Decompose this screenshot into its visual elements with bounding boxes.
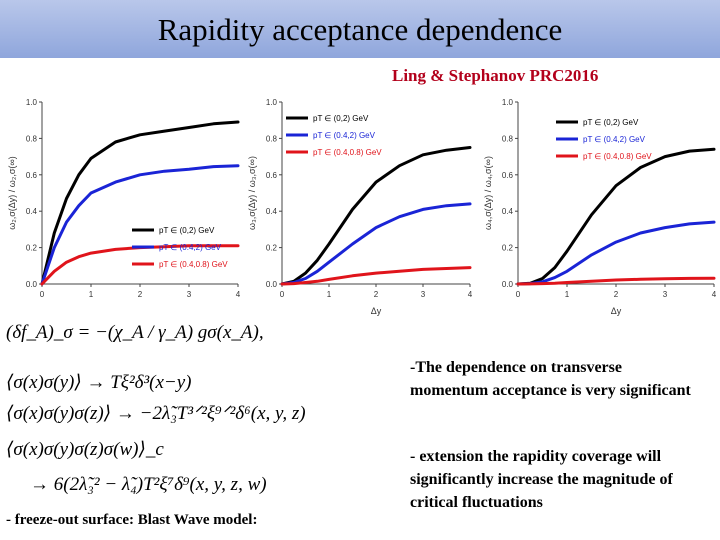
y-tick-label: 0.8 [502,134,514,143]
y-tick-label: 0.4 [266,207,278,216]
legend-entry: pT ∈ (0.4,2) GeV [159,243,222,252]
legend-entry: pT ∈ (0.4,0.8) GeV [159,260,228,269]
equation-two-point: ⟨σ(x)σ(y)⟩ → Tξ²δ³(x−y) [6,372,192,393]
chart-omega3: 0.0 0.2 0.4 0.6 0.8 1.0 0 1 2 3 4 ω₃,σ(Δy) / ω₃,σ(∞… [238,92,488,332]
y-tick-label: 1.0 [502,98,514,107]
x-tick-label: 0 [516,290,521,299]
legend-entry: pT ∈ (0,2) GeV [159,226,215,235]
chart-omega2: 0.0 0.2 0.4 0.6 0.8 1.0 0 1 2 3 4 ω₂,σ(Δy) / ω₂,σ(∞… [0,92,250,312]
x-tick-label: 1 [89,290,94,299]
y-tick-label: 0.2 [502,244,514,253]
footer-note: - freeze-out surface: Blast Wave model: [6,512,258,528]
legend-entry: pT ∈ (0.4,2) GeV [583,135,646,144]
x-tick-label: 1 [565,290,570,299]
x-tick-label: 4 [468,290,473,299]
y-tick-label: 0.6 [26,171,38,180]
note-momentum-acceptance: -The dependence on transverse momentum a… [410,359,691,399]
x-tick-label: 0 [280,290,285,299]
series-line [280,146,472,286]
series-line [280,202,472,286]
y-axis-label: ω₂,σ(Δy) / ω₂,σ(∞) [7,156,17,230]
legend-entry: pT ∈ (0,2) GeV [313,114,369,123]
y-axis-label: ω₃,σ(Δy) / ω₃,σ(∞) [247,156,257,230]
chart-omega3-svg: 0.0 0.2 0.4 0.6 0.8 1.0 0 1 2 3 4 ω₃,σ(Δy) / ω₃,σ(∞… [247,98,473,316]
legend-entry: pT ∈ (0.4,0.8) GeV [583,152,652,161]
y-tick-label: 0.6 [502,171,514,180]
series-line [40,164,240,286]
title-bar [0,0,720,58]
x-tick-label: 2 [374,290,379,299]
series-line [516,276,716,286]
equation-four-point: ⟨σ(x)σ(y)σ(z)σ(w)⟩_c [6,439,164,460]
y-tick-label: 0.0 [502,280,514,289]
chart-omega4: 0.0 0.2 0.4 0.6 0.8 1.0 0 1 2 3 4 ω₄,σ(Δy) / ω₄,σ(∞… [478,92,720,332]
x-tick-label: 3 [421,290,426,299]
equation-four-point-result: → 6(2λ̃₃² − λ̃₄)T²ξ⁷δ⁹(x, y, z, w) [30,474,267,495]
x-tick-label: 4 [712,290,717,299]
y-tick-label: 0.6 [266,171,278,180]
legend-entry: pT ∈ (0.4,0.8) GeV [313,148,382,157]
y-axis-label: ω₄,σ(Δy) / ω₄,σ(∞) [483,156,493,230]
legend-entry: pT ∈ (0,2) GeV [583,118,639,127]
x-axis-label: Δy [371,306,382,316]
x-axis-label: Δy [611,306,622,316]
series-line [40,120,240,286]
x-tick-label: 3 [187,290,192,299]
x-tick-label: 2 [138,290,143,299]
equation-three-point: ⟨σ(x)σ(y)σ(z)⟩ → −2λ̃₃T³ᐟ²ξ⁹ᐟ²δ⁶(x, y, z… [6,403,306,424]
y-tick-label: 0.4 [26,207,38,216]
chart-omega2-svg: 0.0 0.2 0.4 0.6 0.8 1.0 0 1 2 3 4 ω₂,σ(Δy) / ω₂,σ(∞… [7,98,241,299]
series-line [280,266,472,286]
series-line [516,147,716,286]
equation-delta-f: (δf_A)_σ = −(χ_A / γ_A) gσ(x_A), [6,322,264,343]
chart-omega4-svg: 0.0 0.2 0.4 0.6 0.8 1.0 0 1 2 3 4 ω₄,σ(Δy) / ω₄,σ(∞… [483,98,717,316]
y-tick-label: 1.0 [26,98,38,107]
y-tick-label: 1.0 [266,98,278,107]
y-tick-label: 0.2 [266,244,278,253]
x-tick-label: 3 [663,290,668,299]
y-tick-label: 0.0 [266,280,278,289]
legend-entry: pT ∈ (0.4,2) GeV [313,131,376,140]
y-tick-label: 0.4 [502,207,514,216]
y-tick-label: 0.2 [26,244,38,253]
x-tick-label: 4 [236,290,241,299]
note-rapidity-coverage: - extension the rapidity coverage will s… [410,448,673,511]
series-line [40,244,240,286]
y-tick-label: 0.8 [26,134,38,143]
slide-title: Rapidity acceptance dependence [157,12,563,47]
citation: Ling & Stephanov PRC2016 [392,66,599,85]
x-tick-label: 0 [40,290,45,299]
x-tick-label: 1 [327,290,332,299]
y-tick-label: 0.8 [266,134,278,143]
y-tick-label: 0.0 [26,280,38,289]
x-tick-label: 2 [614,290,619,299]
